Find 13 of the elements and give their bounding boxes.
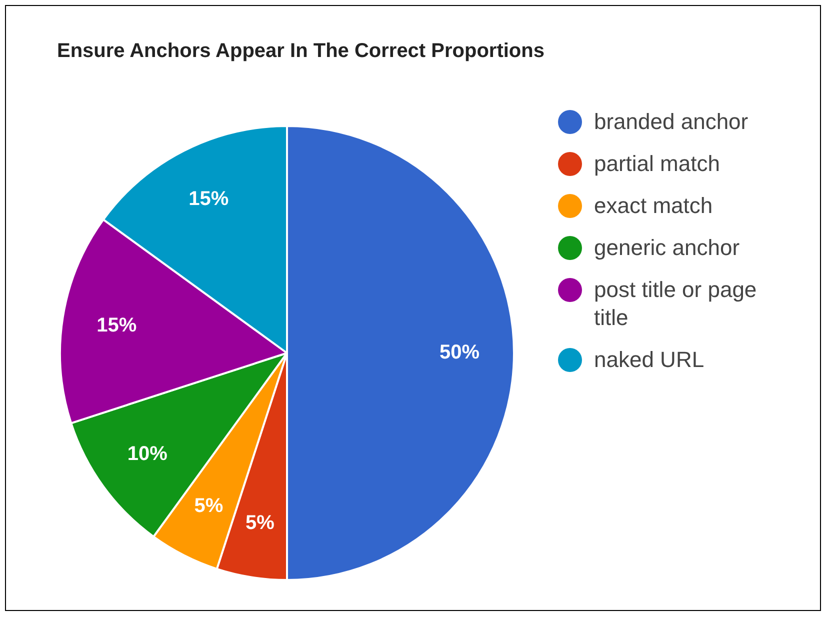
data-label: 10%: [127, 442, 168, 465]
legend-label: post title or page title: [594, 276, 758, 332]
legend-label: partial match: [594, 150, 721, 178]
legend-label: exact match: [594, 192, 714, 220]
legend-label: naked URL: [594, 346, 706, 374]
legend-label: generic anchor: [594, 234, 741, 262]
data-label: 15%: [188, 188, 229, 210]
chart-title: Ensure Anchors Appear In The Correct Proportions: [57, 40, 544, 63]
data-label: 50%: [440, 342, 480, 364]
data-label: 15%: [96, 314, 137, 337]
data-label: 5%: [246, 512, 275, 534]
data-label: 5%: [194, 495, 224, 518]
legend-label: branded anchor: [594, 108, 750, 136]
